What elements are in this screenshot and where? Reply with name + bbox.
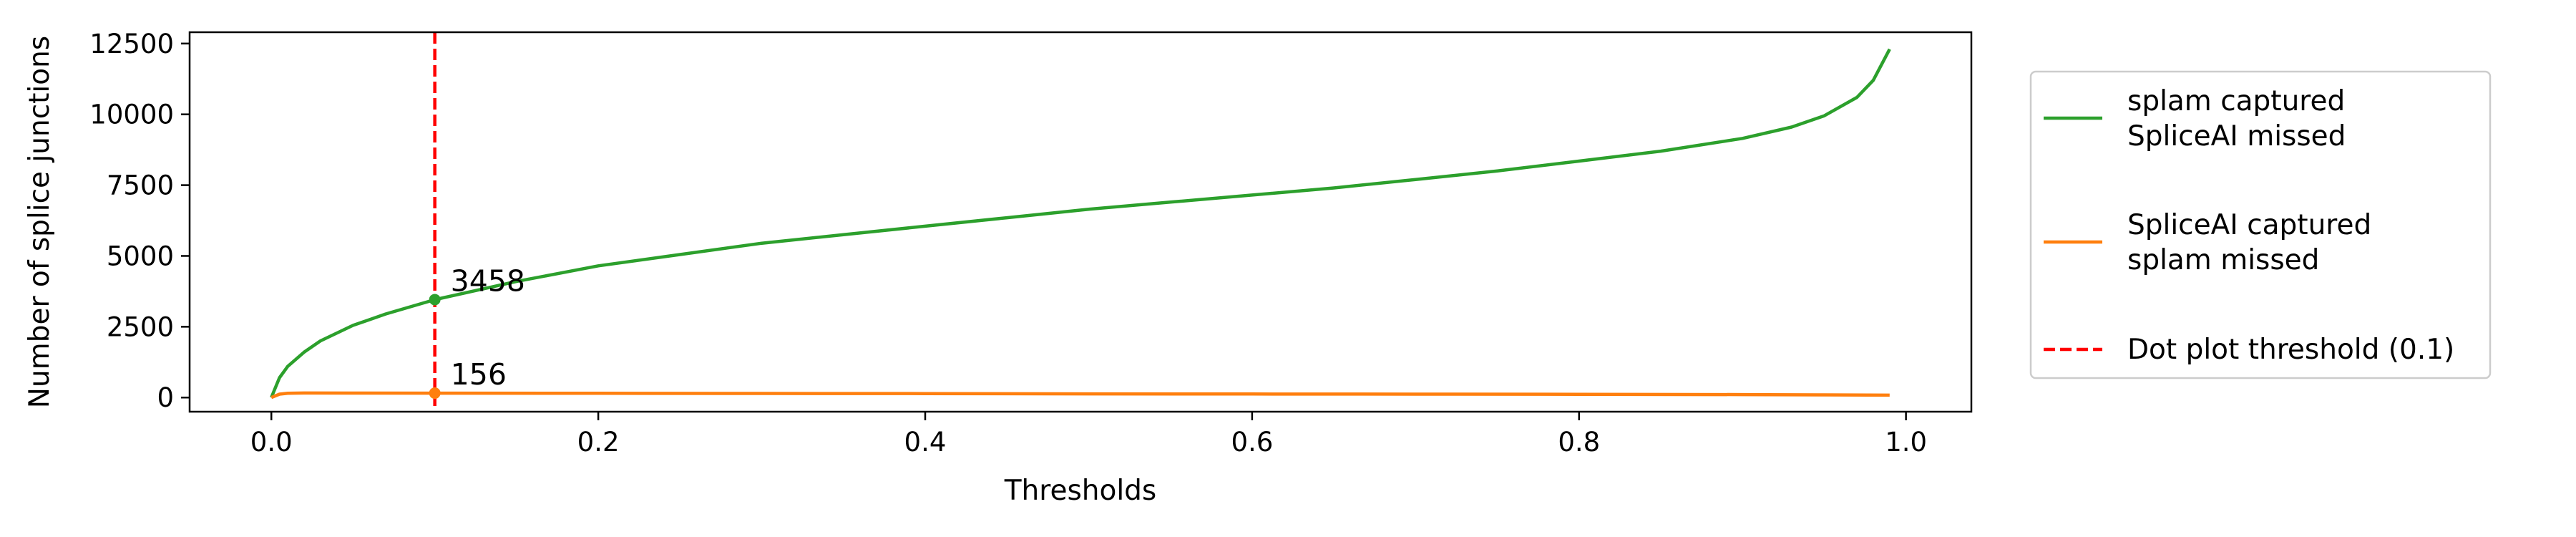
y-tick-label: 2500 [107, 311, 174, 342]
legend-label-1: SpliceAI missed [2127, 120, 2346, 153]
y-tick-label: 5000 [107, 241, 174, 271]
annotation-marker-2 [429, 387, 441, 400]
y-tick-label: 12500 [89, 29, 174, 59]
x-tick-label: 1.0 [1885, 427, 1927, 458]
x-tick-label: 0.2 [577, 427, 620, 458]
y-tick-label: 0 [157, 382, 174, 413]
legend-label-2: SpliceAI captured [2127, 209, 2371, 241]
series-line-2 [270, 391, 1890, 400]
x-tick-label: 0.8 [1558, 427, 1600, 458]
x-axis-title: Thresholds [1004, 475, 1157, 507]
y-axis-title: Number of splice junctions [24, 36, 56, 408]
series-line-1 [270, 48, 1891, 399]
y-tick-label: 7500 [107, 170, 174, 201]
annotation-label-1: 3458 [451, 263, 525, 298]
legend-label-2: splam missed [2127, 244, 2319, 276]
legend-box [2029, 70, 2492, 379]
y-tick-label: 10000 [89, 100, 174, 130]
annotation-label-2: 156 [451, 357, 507, 392]
legend-label-3: Dot plot threshold (0.1) [2127, 334, 2454, 366]
plot-lines [270, 32, 1891, 412]
annotation-marker-1 [429, 294, 441, 306]
legend-label-1: splam captured [2127, 85, 2345, 117]
x-tick-label: 0.0 [250, 427, 293, 458]
axes-frame [188, 31, 1973, 413]
x-tick-label: 0.6 [1231, 427, 1273, 458]
axes: 0.0 0.2 0.4 0.6 0.8 1.0 0 2500 5000 7500 10000 1250… [89, 29, 1973, 458]
x-tick-label: 0.4 [904, 427, 947, 458]
plot-area: 3458 156 [270, 32, 1891, 412]
